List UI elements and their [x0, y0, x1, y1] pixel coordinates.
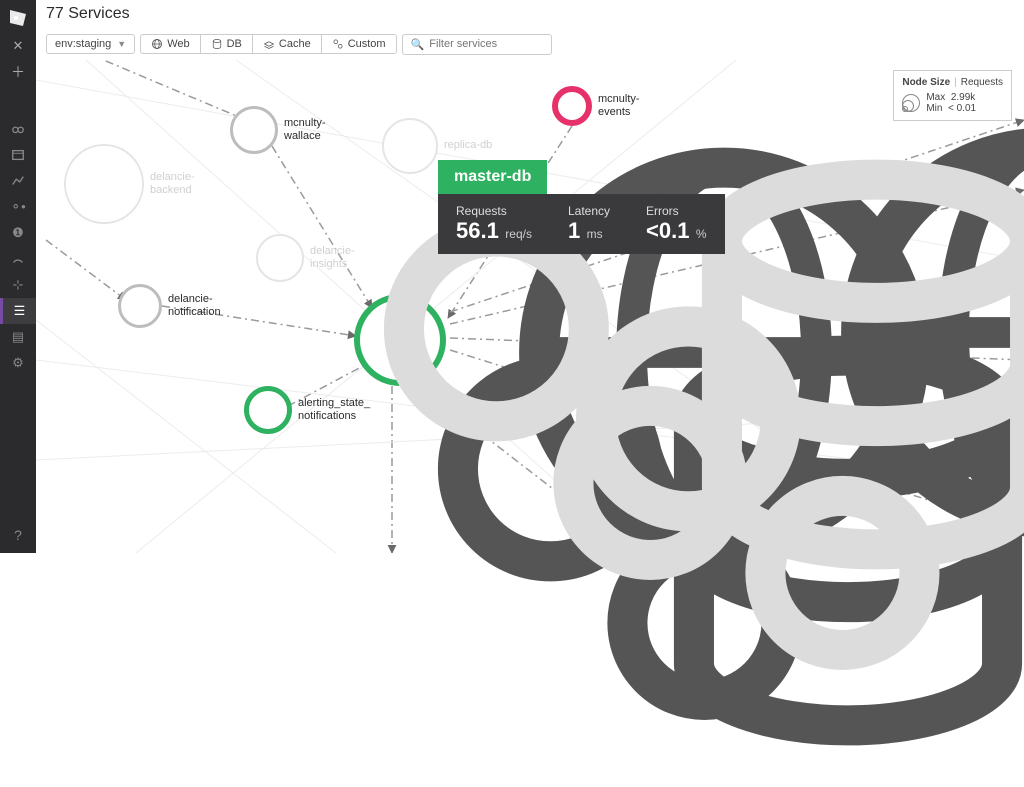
- gears-icon: [256, 234, 304, 282]
- type-filter-group: Web DB Cache Custom: [140, 34, 396, 54]
- db-icon: [382, 118, 438, 174]
- page-title: 77 Services: [46, 5, 130, 23]
- edge: [56, 60, 246, 120]
- legend-subtitle: Requests: [961, 77, 1003, 88]
- add-icon[interactable]: ＋: [11, 62, 25, 82]
- node-delancie-insights[interactable]: delancie-insights: [256, 234, 355, 282]
- nav-gauge-icon[interactable]: [0, 246, 36, 272]
- search-box[interactable]: 🔍: [402, 34, 552, 55]
- close-icon[interactable]: ✕: [13, 38, 24, 54]
- nav-book-icon[interactable]: ▤: [0, 324, 36, 350]
- nav-binoculars-icon[interactable]: [0, 116, 36, 142]
- stat-errors: Errors <0.1 %: [628, 204, 725, 244]
- search-icon: 🔍: [411, 38, 425, 51]
- env-label: env:staging: [55, 38, 111, 50]
- nav-gear-icon[interactable]: ⚙: [0, 350, 36, 376]
- nav-branch-icon[interactable]: ⚬•: [0, 194, 36, 220]
- chevron-down-icon: ▼: [117, 39, 126, 49]
- help-icon[interactable]: ?: [14, 527, 22, 543]
- gears-icon: [64, 144, 144, 224]
- filter-db[interactable]: DB: [201, 35, 253, 53]
- search-input[interactable]: [429, 38, 542, 50]
- stat-requests: Requests 56.1 req/s: [438, 204, 550, 244]
- page-header: 77 Services: [36, 0, 1024, 28]
- nav-alert-icon[interactable]: ❶: [0, 220, 36, 246]
- filter-custom[interactable]: Custom: [322, 35, 396, 53]
- main-area: 77 Services env:staging ▼ Web DB Cache C…: [36, 0, 1024, 553]
- nav-calendar-icon[interactable]: [0, 142, 36, 168]
- legend-title: Node Size: [902, 77, 950, 88]
- env-selector[interactable]: env:staging ▼: [46, 34, 135, 54]
- node-tooltip: master-db Requests 56.1 req/s Latency 1 …: [438, 160, 725, 254]
- tooltip-title: master-db: [438, 160, 547, 194]
- datadog-logo: [6, 6, 30, 30]
- filter-cache[interactable]: Cache: [253, 35, 322, 53]
- filter-web[interactable]: Web: [141, 35, 200, 53]
- node-delancie-backend[interactable]: delancie-backend: [64, 144, 195, 224]
- node-size-legend: Node Size | Requests Max 2.99k Min < 0.0…: [893, 70, 1012, 121]
- toolbar: env:staging ▼ Web DB Cache Custom 🔍: [36, 28, 1024, 60]
- nav-network-icon[interactable]: ⊹: [0, 272, 36, 298]
- left-sidebar: ✕ ＋ ⚬• ❶ ⊹ ☰ ▤ ⚙ ?: [0, 0, 36, 553]
- stat-latency: Latency 1 ms: [550, 204, 628, 244]
- tooltip-body: Requests 56.1 req/s Latency 1 ms Errors …: [438, 194, 725, 254]
- service-map-canvas[interactable]: mcnulty-wallacemcnulty-eventsdelancie-no…: [36, 60, 1024, 553]
- nav-services-icon[interactable]: ☰: [0, 298, 36, 324]
- nav-chart-icon[interactable]: [0, 168, 36, 194]
